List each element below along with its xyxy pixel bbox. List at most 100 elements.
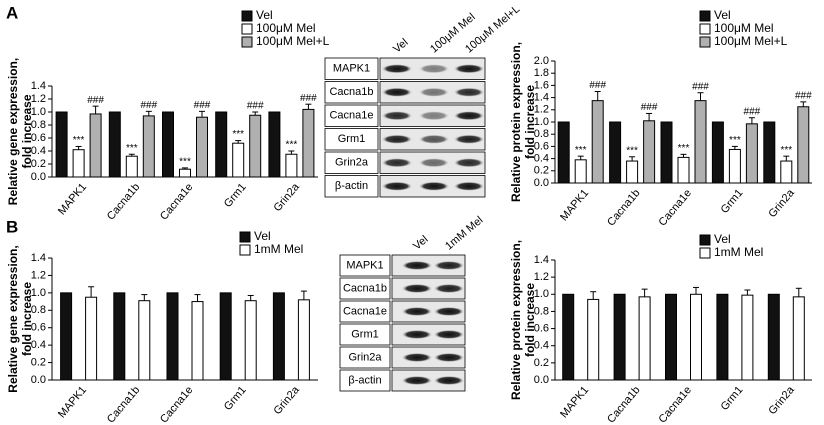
blot-band bbox=[402, 284, 432, 293]
y-tick-label: 1.4 bbox=[31, 80, 46, 92]
blot-band bbox=[454, 134, 484, 144]
x-tick-label: MAPK1 bbox=[558, 187, 591, 223]
error-bar bbox=[646, 112, 653, 121]
bar bbox=[677, 156, 690, 184]
error-bar bbox=[693, 286, 699, 295]
blot-band bbox=[382, 87, 412, 97]
bar bbox=[244, 300, 257, 381]
error-bar bbox=[629, 156, 636, 162]
legend-label: 100μM Mel+L bbox=[714, 34, 788, 48]
error-bar bbox=[731, 145, 738, 150]
y-tick-label: 1.4 bbox=[534, 254, 549, 266]
blot-band bbox=[419, 181, 449, 191]
bar bbox=[557, 121, 570, 184]
blot-label-box bbox=[339, 369, 391, 392]
lane-label: 1mM Mel bbox=[443, 214, 485, 252]
x-tick-label: Grin2a bbox=[766, 383, 797, 417]
lane-label: Vel bbox=[391, 36, 410, 55]
bar bbox=[285, 153, 298, 178]
bar bbox=[741, 294, 754, 381]
blot-band bbox=[419, 134, 449, 144]
legend-label: Vel bbox=[254, 229, 271, 243]
x-tick-label: MAPK1 bbox=[558, 384, 591, 420]
significance-label: ### bbox=[795, 91, 812, 102]
blot-band bbox=[402, 353, 432, 362]
bar bbox=[694, 100, 707, 184]
row-label: Grin2a bbox=[335, 157, 369, 169]
blot-band bbox=[454, 111, 484, 121]
y-tick-label: 1.2 bbox=[534, 271, 549, 283]
significance-label: ### bbox=[247, 101, 264, 112]
error-bar bbox=[783, 155, 790, 162]
error-bar bbox=[288, 150, 295, 155]
significance-label: ### bbox=[692, 81, 709, 92]
blot-band bbox=[434, 261, 464, 270]
y-tick-label: 0.2 bbox=[31, 356, 46, 368]
row-label: Grm1 bbox=[338, 133, 366, 145]
blot-label-box bbox=[339, 254, 391, 277]
y-tick-label: 0.4 bbox=[31, 339, 46, 351]
y-tick-label: 0.4 bbox=[534, 153, 549, 165]
legend-label: 1mM Mel bbox=[254, 242, 303, 256]
bar bbox=[690, 293, 702, 381]
x-tick-label: Grm1 bbox=[719, 187, 746, 216]
blot-band bbox=[454, 158, 484, 168]
y-tick-label: 1.4 bbox=[534, 92, 549, 104]
y-tick-label: 0.2 bbox=[31, 158, 46, 170]
bar bbox=[745, 123, 758, 184]
legend-label: Vel bbox=[714, 232, 731, 246]
y-tick-label: 0.0 bbox=[534, 177, 549, 189]
x-tick-label: Cacna1b bbox=[105, 384, 143, 425]
x-tick-label: MAPK1 bbox=[56, 181, 89, 217]
y-tick-label: 2.0 bbox=[534, 55, 549, 67]
bar bbox=[665, 293, 677, 381]
y-tick-label: 0.8 bbox=[31, 119, 46, 131]
bar bbox=[574, 159, 587, 184]
bar bbox=[767, 293, 780, 381]
error-bar bbox=[141, 294, 148, 301]
significance-label: *** bbox=[678, 143, 690, 154]
significance-label: *** bbox=[626, 145, 638, 156]
y-tick-label: 0.8 bbox=[31, 304, 46, 316]
blot-band bbox=[382, 181, 412, 191]
y-tick-label: 1.2 bbox=[534, 104, 549, 116]
row-label: Cacna1b bbox=[343, 282, 387, 294]
y-tick-label: 1.0 bbox=[534, 288, 549, 300]
lane-label: Vel bbox=[411, 233, 430, 252]
legend-label: 100μM Mel bbox=[256, 21, 316, 35]
bar bbox=[643, 120, 656, 184]
legend-label: 100μM Mel+L bbox=[256, 34, 330, 48]
blot-label-box bbox=[324, 128, 379, 151]
blot-band bbox=[402, 307, 432, 316]
bar bbox=[108, 111, 121, 178]
x-tick-label: Grm1 bbox=[222, 181, 249, 210]
panel-label: A bbox=[6, 3, 18, 22]
y-axis-label: fold increase bbox=[20, 94, 34, 168]
blot-label-box bbox=[324, 151, 379, 174]
bar bbox=[797, 106, 810, 184]
bar bbox=[780, 160, 793, 184]
error-bar bbox=[194, 294, 201, 302]
bar bbox=[763, 121, 776, 184]
legend-swatch bbox=[699, 234, 711, 246]
bar bbox=[191, 301, 204, 381]
error-bar bbox=[252, 111, 259, 116]
x-tick-label: Grin2a bbox=[271, 180, 302, 214]
error-bar bbox=[748, 117, 755, 124]
x-tick-label: Cacna1b bbox=[105, 181, 143, 222]
y-tick-label: 1.0 bbox=[31, 106, 46, 118]
y-tick-label: 0.8 bbox=[534, 305, 549, 317]
blot-band bbox=[434, 330, 464, 339]
y-axis-label: Relative protein expression, bbox=[509, 240, 523, 400]
blot-band bbox=[382, 64, 412, 74]
x-tick-label: Cacna1b bbox=[605, 384, 643, 425]
y-tick-label: 0.2 bbox=[534, 165, 549, 177]
significance-label: *** bbox=[126, 143, 138, 154]
y-tick-label: 1.6 bbox=[534, 79, 549, 91]
legend-swatch bbox=[241, 10, 253, 22]
y-axis-label: fold increase bbox=[20, 282, 34, 356]
blot-label-box bbox=[324, 57, 379, 80]
bar bbox=[85, 296, 98, 381]
row-label: Cacna1e bbox=[343, 305, 387, 317]
bar bbox=[55, 111, 68, 178]
